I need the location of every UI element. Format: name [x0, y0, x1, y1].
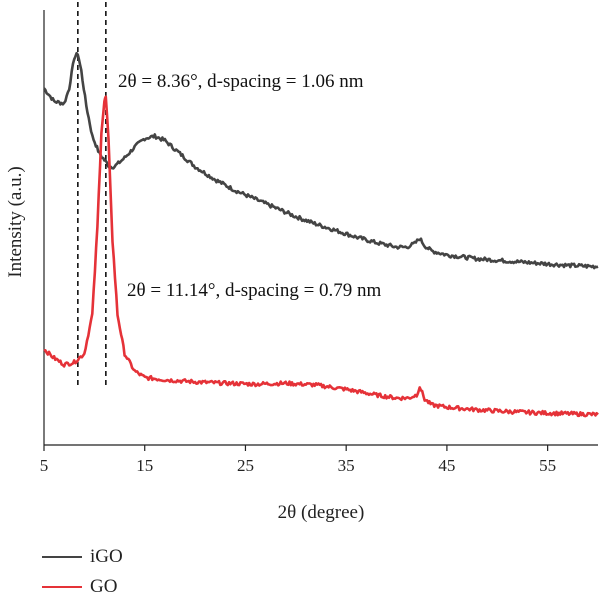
series-line-igo	[43, 51, 599, 270]
legend: iGO GO	[42, 542, 123, 602]
series-line-go	[43, 95, 599, 418]
legend-label-igo: iGO	[90, 546, 123, 567]
plot-area: 5 15 25 35 45 55	[40, 2, 599, 475]
legend-swatch-go	[42, 586, 82, 588]
annotation-igo: 2θ = 8.36°, d-spacing = 1.06 nm	[118, 71, 364, 92]
x-axis-title: 2θ (degree)	[278, 502, 365, 523]
annotation-go: 2θ = 11.14°, d-spacing = 0.79 nm	[127, 280, 382, 301]
annotations-layer: 2θ = 8.36°, d-spacing = 1.06 nm 2θ = 11.…	[118, 71, 382, 301]
x-tick-label-45: 45	[438, 456, 455, 475]
x-tick-label-55: 55	[539, 456, 556, 475]
x-tick-label-25: 25	[237, 456, 254, 475]
legend-label-go: GO	[90, 576, 118, 597]
legend-item-igo: iGO	[42, 542, 123, 572]
legend-item-go: GO	[42, 572, 123, 602]
x-tick-label-15: 15	[136, 456, 153, 475]
legend-swatch-igo	[42, 556, 82, 558]
y-axis-title: Intensity (a.u.)	[5, 166, 26, 277]
x-tick-label-35: 35	[338, 456, 355, 475]
x-tick-label-5: 5	[40, 456, 49, 475]
